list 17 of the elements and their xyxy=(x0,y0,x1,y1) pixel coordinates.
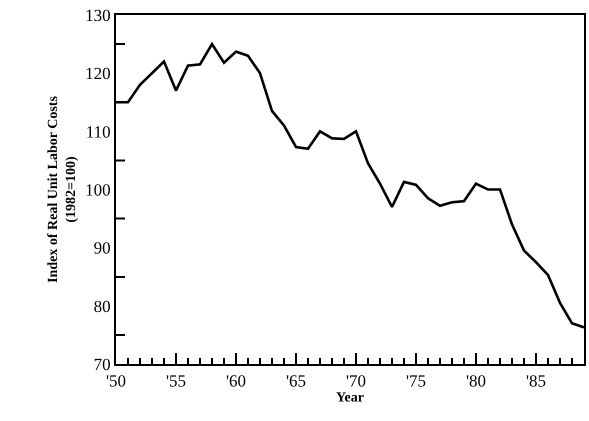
y-tick-label: 70 xyxy=(94,354,111,374)
x-tick-label: '65 xyxy=(286,371,306,390)
y-tick-label: 80 xyxy=(94,296,111,316)
x-tick-label: '85 xyxy=(526,371,546,390)
x-tick-label: '55 xyxy=(166,371,186,390)
x-tick-label: '80 xyxy=(466,371,486,390)
y-tick-label: 120 xyxy=(85,64,111,84)
y-tick-label: 100 xyxy=(85,180,111,200)
y-tick-label: 110 xyxy=(86,122,111,142)
x-tick-label: '60 xyxy=(226,371,246,390)
y-axis-title: Index of Real Unit Labor Costs (1982=100) xyxy=(46,96,80,283)
x-tick-label: '70 xyxy=(346,371,366,390)
x-tick-label: '50 xyxy=(106,371,126,390)
x-axis-title: Year xyxy=(336,390,364,406)
y-tick-label: 130 xyxy=(85,6,111,25)
x-tick-label: '75 xyxy=(406,371,426,390)
y-tick-label: 90 xyxy=(94,238,111,258)
